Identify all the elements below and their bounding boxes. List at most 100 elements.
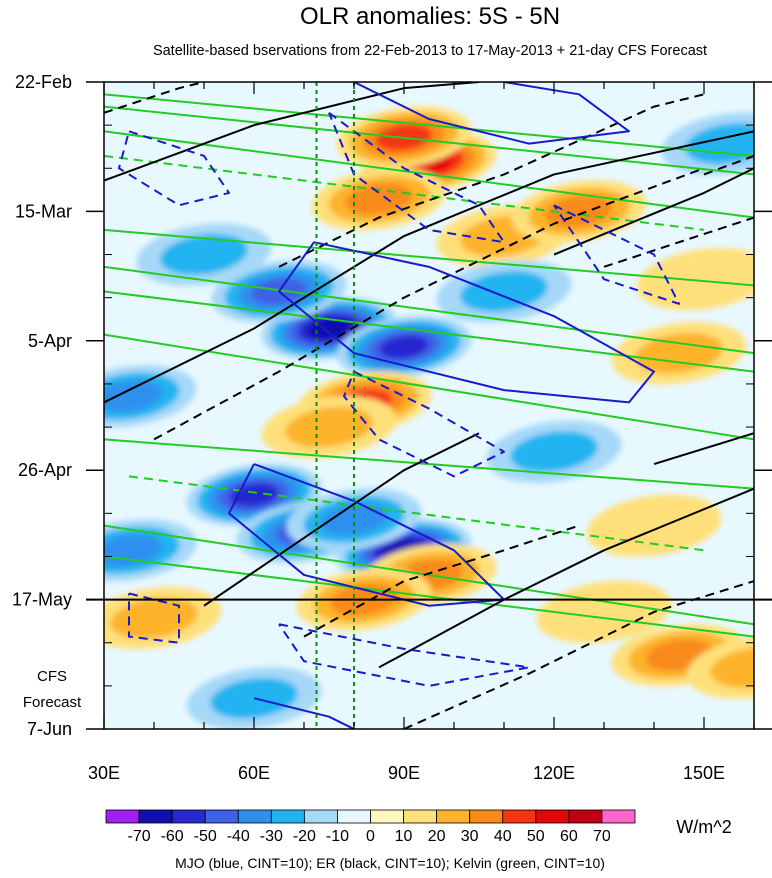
plot-frame [103, 81, 755, 730]
kelvin-contour-4 [104, 265, 754, 355]
chart-subtitle: Satellite-based bservations from 22-Feb-… [153, 43, 707, 59]
colorbar-label-0: -70 [128, 828, 151, 845]
mjo-contour-27 [353, 82, 630, 145]
kelvin-contour-6 [104, 333, 754, 441]
kelvin-contour-8 [104, 524, 754, 626]
colorbar-swatch-13 [535, 809, 570, 824]
colorbar-swatch-1 [138, 809, 173, 824]
colorbar-swatch-10 [436, 809, 471, 824]
er-contour-13 [104, 130, 754, 404]
x-axis: 30E 60E 90E 120E 150E [88, 82, 755, 783]
x-tick-label-2: 90E [388, 763, 420, 783]
colorbar-swatch-14 [568, 809, 603, 824]
chart-title: OLR anomalies: 5S - 5N [300, 3, 560, 30]
colorbar-swatch-7 [337, 809, 371, 824]
kelvin-contour-3 [104, 228, 754, 287]
colorbar-label-10: 30 [461, 828, 479, 845]
y-tick-label-3: 26-Apr [18, 460, 72, 480]
mjo-contour-26 [228, 463, 505, 607]
kelvin-contour-10 [104, 154, 705, 231]
er-contour-20 [278, 93, 705, 268]
er-contour-23 [603, 216, 754, 268]
kelvin-contour-11 [128, 475, 705, 552]
mjo-contour-31 [343, 370, 505, 478]
anomaly-cell-28-2 [685, 123, 754, 164]
er-contour-22 [403, 580, 754, 729]
colorbar-label-14: 70 [593, 828, 611, 845]
anomaly-cell-24-1 [586, 494, 722, 557]
x-tick-label-3: 120E [533, 763, 575, 783]
anomaly-cell-10-3 [104, 380, 163, 412]
olr-anomaly-field [104, 106, 754, 729]
colorbar-label-11: 40 [494, 828, 512, 845]
plot-area [104, 82, 754, 729]
colorbar: -70 -60 -50 -40 -30 -20 -10 0 10 20 30 40 50 60 70 [105, 809, 636, 845]
mjo-contour-25 [278, 241, 655, 404]
kelvin-contour-1 [104, 105, 754, 176]
forecast-label-line-2: Forecast [23, 694, 82, 711]
colorbar-swatch-11 [469, 809, 504, 824]
kelvin-contour-2 [104, 130, 754, 219]
x-tick-label-0: 30E [88, 763, 120, 783]
x-tick-label-4: 150E [683, 763, 725, 783]
colorbar-label-4: -30 [260, 828, 283, 845]
colorbar-swatch-9 [403, 809, 438, 824]
colorbar-swatch-8 [370, 809, 404, 824]
forecast-label-line-1: CFS [37, 668, 67, 685]
y-tick-label-1: 15-Mar [15, 201, 72, 221]
mjo-contour-34 [553, 204, 680, 305]
colorbar-label-1: -60 [161, 828, 184, 845]
er-contour-18 [104, 82, 205, 114]
colorbar-swatch-0 [105, 809, 140, 824]
colorbar-swatch-12 [502, 809, 537, 824]
mjo-contour-33 [278, 623, 530, 687]
colorbar-swatch-5 [270, 809, 305, 824]
colorbar-label-8: 10 [395, 828, 413, 845]
er-contour-19 [153, 167, 705, 441]
y-tick-label-5: 7-Jun [27, 719, 72, 739]
y-tick-label-2: 5-Apr [28, 331, 72, 351]
kelvin-contour-0 [104, 93, 754, 157]
anomaly-cell-25-2 [160, 234, 248, 275]
mjo-contour-28 [253, 697, 355, 729]
y-tick-label-0: 22-Feb [15, 72, 72, 92]
anomaly-cell-6-5 [379, 335, 429, 359]
colorbar-label-9: 20 [428, 828, 446, 845]
er-contour-15 [378, 487, 754, 669]
anomaly-cell-22-2 [510, 431, 598, 473]
mjo-contour-30 [328, 112, 505, 244]
colorbar-label-7: 0 [366, 828, 375, 845]
mjo-contour-29 [118, 130, 230, 207]
er-contour-16 [553, 167, 754, 256]
colorbar-label-12: 50 [527, 828, 545, 845]
kelvin-contour-5 [104, 290, 754, 373]
er-contour-17 [653, 432, 754, 465]
anomaly-cell-19-2 [710, 647, 754, 688]
colorbar-swatch-2 [171, 809, 206, 824]
kelvin-contour-9 [104, 555, 754, 638]
anomaly-cell-23-2 [635, 332, 723, 374]
reference-lines [315, 82, 355, 729]
y-axis: 22-Feb 15-Mar 5-Apr 26-Apr 17-May 7-Jun [12, 72, 772, 739]
colorbar-label-13: 60 [560, 828, 578, 845]
colorbar-swatch-6 [303, 809, 338, 824]
kelvin-contour-7 [104, 438, 754, 490]
anomaly-cell-17-2 [110, 597, 198, 639]
colorbar-swatch-15 [601, 809, 636, 824]
colorbar-swatch-3 [204, 809, 239, 824]
colorbar-swatch-4 [237, 809, 272, 824]
mjo-contour-32 [128, 592, 180, 644]
y-tick-label-4: 17-May [12, 590, 72, 610]
chart-footer: MJO (blue, CINT=10); ER (black, CINT=10)… [175, 855, 605, 871]
anomaly-cell-29-1 [636, 248, 754, 311]
er-contour-21 [303, 524, 580, 638]
colorbar-label-3: -40 [227, 828, 250, 845]
anomaly-cell-26-2 [460, 271, 548, 312]
colorbar-label-6: -10 [326, 828, 349, 845]
colorbar-units: W/m^2 [676, 817, 731, 837]
wave-contours [104, 82, 754, 729]
er-contour-12 [104, 82, 480, 182]
anomaly-cell-9-2 [285, 406, 373, 448]
x-tick-label-1: 60E [238, 763, 270, 783]
